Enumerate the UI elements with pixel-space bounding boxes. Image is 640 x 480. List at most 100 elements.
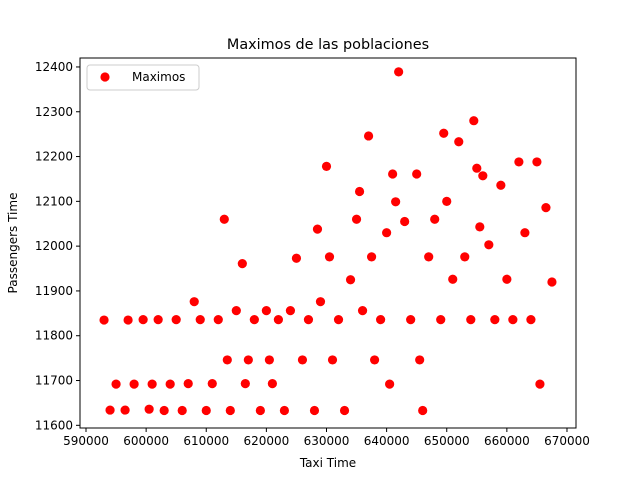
data-point xyxy=(547,277,557,287)
data-point xyxy=(466,314,476,325)
data-point xyxy=(448,274,458,284)
data-point xyxy=(153,314,163,325)
data-point xyxy=(177,405,187,416)
plot-area-frame xyxy=(79,57,577,429)
data-point xyxy=(99,315,109,325)
data-point xyxy=(354,186,365,197)
data-point xyxy=(129,379,139,389)
data-point xyxy=(315,297,326,307)
data-point xyxy=(222,355,232,365)
x-tick-label: 600000 xyxy=(123,434,169,448)
x-tick-label: 670000 xyxy=(544,434,590,448)
data-point xyxy=(363,131,374,141)
data-point xyxy=(508,314,518,325)
data-point xyxy=(213,314,223,325)
y-tick-label: 11600 xyxy=(35,418,73,432)
data-point xyxy=(391,197,401,207)
data-point xyxy=(285,306,296,316)
data-point xyxy=(327,355,338,365)
x-tick-label: 650000 xyxy=(424,434,470,448)
data-point xyxy=(469,116,479,126)
data-point xyxy=(382,228,392,238)
y-tick-label: 12400 xyxy=(35,60,73,74)
data-point xyxy=(144,404,154,414)
data-point xyxy=(267,379,277,389)
data-point xyxy=(303,314,314,325)
data-point xyxy=(526,314,536,325)
data-point xyxy=(406,314,416,325)
data-point xyxy=(502,274,512,284)
chart-title: Maximos de las poblaciones xyxy=(227,37,429,53)
data-point xyxy=(541,203,551,213)
data-point xyxy=(207,379,217,389)
data-point xyxy=(496,180,506,190)
data-point xyxy=(357,306,368,316)
data-point xyxy=(376,314,386,325)
data-point xyxy=(201,405,211,416)
data-point xyxy=(351,214,362,224)
y-tick-label: 11900 xyxy=(35,284,73,298)
data-point xyxy=(490,314,500,325)
data-point xyxy=(532,157,542,167)
x-axis-ticks: 590000 600000 610000 620000 630000 640000 6500… xyxy=(63,428,590,448)
data-point xyxy=(430,214,440,224)
data-point xyxy=(321,161,332,172)
data-point xyxy=(388,169,398,179)
data-point xyxy=(111,379,121,389)
data-point xyxy=(273,314,283,325)
data-point xyxy=(159,405,169,416)
data-point xyxy=(339,405,350,416)
data-point xyxy=(324,252,335,262)
x-axis-label: Taxi Time xyxy=(299,456,356,470)
x-tick-label: 640000 xyxy=(364,434,410,448)
legend-frame xyxy=(86,64,200,91)
data-point xyxy=(219,214,229,224)
data-point xyxy=(264,355,274,365)
data-points xyxy=(99,67,557,416)
x-tick-label: 610000 xyxy=(183,434,229,448)
data-point xyxy=(439,128,449,138)
data-point xyxy=(484,240,494,250)
data-point xyxy=(105,405,115,415)
data-point xyxy=(279,405,290,416)
x-tick-label: 590000 xyxy=(63,434,109,448)
x-tick-label: 620000 xyxy=(243,434,289,448)
data-point xyxy=(514,157,524,167)
y-tick-label: 12000 xyxy=(35,239,73,253)
data-point xyxy=(120,405,130,415)
data-point xyxy=(333,314,344,325)
y-tick-label: 11700 xyxy=(35,374,73,388)
x-tick-label: 630000 xyxy=(304,434,350,448)
legend: Maximos xyxy=(86,64,200,91)
data-point xyxy=(225,405,235,416)
data-point xyxy=(195,314,205,325)
x-tick-label: 660000 xyxy=(484,434,530,448)
y-tick-label: 12100 xyxy=(35,194,73,208)
y-axis-label: Passengers Time xyxy=(6,193,20,294)
data-point xyxy=(454,137,464,147)
y-tick-label: 12200 xyxy=(35,150,73,164)
data-point xyxy=(309,405,320,416)
y-axis-ticks: 11600 11700 11800 11900 12000 12100 12200 12300… xyxy=(35,60,80,432)
data-point xyxy=(312,224,323,234)
data-point xyxy=(369,355,380,365)
data-point xyxy=(249,314,259,325)
data-point xyxy=(183,379,193,389)
data-point xyxy=(475,222,485,232)
data-point xyxy=(291,253,302,263)
data-point xyxy=(520,228,530,238)
data-point xyxy=(418,405,428,416)
data-point xyxy=(424,252,434,262)
data-point xyxy=(297,355,308,365)
data-point xyxy=(165,379,175,389)
data-point xyxy=(400,216,410,227)
data-point xyxy=(394,67,404,77)
data-point xyxy=(147,379,157,389)
data-point xyxy=(123,315,133,325)
data-point xyxy=(535,379,545,389)
data-point xyxy=(442,196,452,206)
data-point xyxy=(237,259,247,269)
data-point xyxy=(138,314,148,325)
data-point xyxy=(240,379,250,389)
data-point xyxy=(460,252,470,262)
